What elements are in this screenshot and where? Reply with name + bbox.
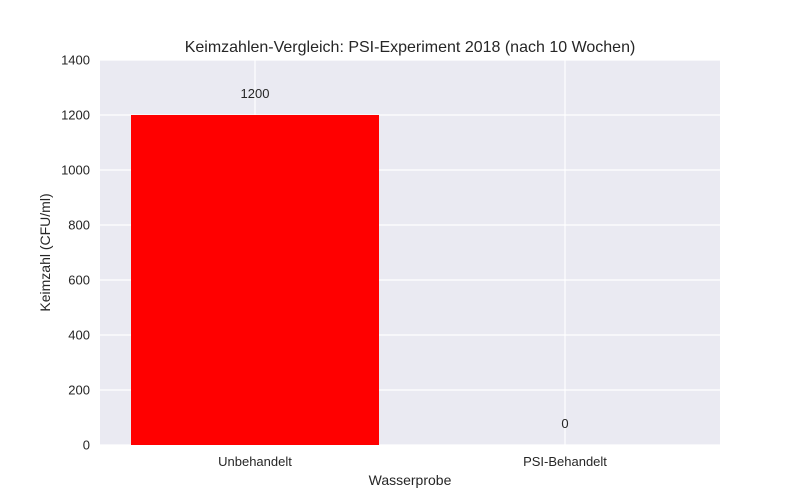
x-axis-ticks: Unbehandelt PSI-Behandelt <box>218 454 607 469</box>
data-labels: 1200 0 <box>241 86 569 431</box>
bar-value-label: 0 <box>561 416 568 431</box>
chart-title: Keimzahlen-Vergleich: PSI-Experiment 201… <box>185 39 636 56</box>
y-tick-label: 1200 <box>61 108 90 123</box>
x-tick-label: PSI-Behandelt <box>523 454 607 469</box>
y-tick-label: 1000 <box>61 163 90 178</box>
x-axis-label: Wasserprobe <box>369 472 452 488</box>
y-axis-label: Keimzahl (CFU/ml) <box>37 193 53 311</box>
y-tick-label: 400 <box>68 328 90 343</box>
bar-value-label: 1200 <box>241 86 270 101</box>
y-tick-label: 200 <box>68 383 90 398</box>
bar <box>131 115 379 445</box>
y-tick-label: 600 <box>68 273 90 288</box>
x-tick-label: Unbehandelt <box>218 454 292 469</box>
y-tick-label: 800 <box>68 218 90 233</box>
y-axis-ticks: 0 200 400 600 800 1000 1200 1400 <box>61 53 90 453</box>
bars <box>131 115 379 445</box>
y-tick-label: 0 <box>83 438 90 453</box>
y-tick-label: 1400 <box>61 53 90 68</box>
